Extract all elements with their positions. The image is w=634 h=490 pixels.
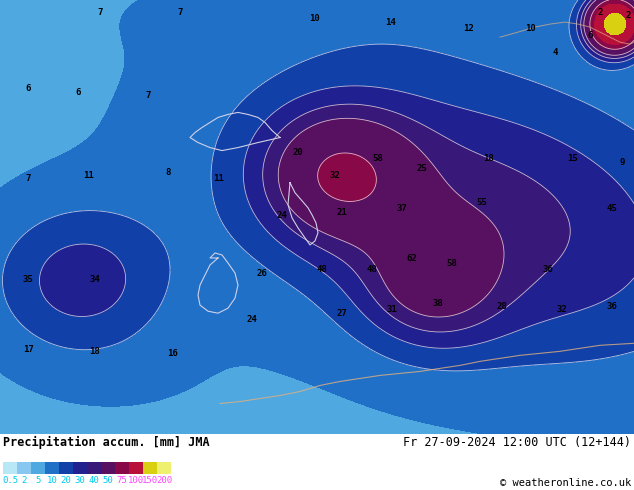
Bar: [17, 462, 31, 474]
Text: 17: 17: [23, 345, 34, 354]
Text: 32: 32: [330, 171, 340, 180]
Text: Fr 27-09-2024 12:00 UTC (12+144): Fr 27-09-2024 12:00 UTC (12+144): [403, 436, 631, 449]
Text: 16: 16: [167, 349, 178, 358]
Text: 45: 45: [607, 204, 618, 213]
Bar: [157, 462, 171, 474]
Text: 50: 50: [103, 476, 113, 485]
Text: 30: 30: [75, 476, 86, 485]
Text: 7: 7: [25, 174, 30, 183]
Text: 36: 36: [543, 265, 553, 273]
Text: 55: 55: [477, 198, 488, 207]
Text: 4: 4: [552, 48, 558, 57]
Text: 6: 6: [75, 88, 81, 97]
Text: 6: 6: [25, 84, 30, 93]
Text: © weatheronline.co.uk: © weatheronline.co.uk: [500, 478, 631, 488]
Text: 48: 48: [316, 265, 327, 273]
Text: 27: 27: [337, 309, 347, 318]
Text: 31: 31: [387, 305, 398, 314]
Text: 58: 58: [373, 154, 384, 163]
Text: 26: 26: [257, 269, 268, 277]
Bar: [129, 462, 143, 474]
Text: 7: 7: [97, 7, 103, 17]
Text: 0.5: 0.5: [2, 476, 18, 485]
Bar: [143, 462, 157, 474]
Text: 7: 7: [145, 91, 151, 100]
Text: Precipitation accum. [mm] JMA: Precipitation accum. [mm] JMA: [3, 436, 210, 449]
Bar: [45, 462, 59, 474]
Text: 48: 48: [366, 265, 377, 273]
Text: 18: 18: [482, 154, 493, 163]
Text: 9: 9: [619, 158, 624, 167]
Text: 14: 14: [385, 18, 396, 26]
Bar: [87, 462, 101, 474]
Text: 10: 10: [524, 24, 535, 33]
Text: 36: 36: [607, 302, 618, 311]
Text: 10: 10: [309, 14, 320, 23]
Text: 2: 2: [597, 7, 603, 17]
Text: 18: 18: [89, 347, 100, 356]
Text: 75: 75: [117, 476, 127, 485]
Text: 20: 20: [61, 476, 72, 485]
Bar: [59, 462, 73, 474]
Text: 2: 2: [625, 11, 631, 20]
Text: 62: 62: [406, 254, 417, 264]
Text: 21: 21: [337, 208, 347, 217]
Bar: [115, 462, 129, 474]
Text: 20: 20: [293, 148, 304, 157]
Bar: [101, 462, 115, 474]
Text: 25: 25: [417, 164, 427, 173]
Text: 28: 28: [496, 302, 507, 311]
Bar: [3, 462, 17, 474]
Text: 38: 38: [432, 298, 443, 308]
Text: 10: 10: [47, 476, 57, 485]
Text: 12: 12: [463, 24, 474, 33]
Text: 15: 15: [567, 154, 578, 163]
Text: 24: 24: [276, 211, 287, 220]
Text: 200: 200: [156, 476, 172, 485]
Text: 11: 11: [212, 174, 223, 183]
Text: 7: 7: [178, 7, 183, 17]
Text: 58: 58: [446, 259, 457, 268]
Text: 32: 32: [557, 305, 567, 314]
Text: 35: 35: [23, 274, 34, 284]
Text: 37: 37: [397, 204, 408, 213]
Text: 40: 40: [89, 476, 100, 485]
Bar: [73, 462, 87, 474]
Text: 6: 6: [587, 31, 593, 40]
Text: 34: 34: [89, 274, 100, 284]
Text: 100: 100: [128, 476, 144, 485]
Text: 24: 24: [247, 315, 257, 324]
Text: 11: 11: [82, 171, 93, 180]
Text: 2: 2: [22, 476, 27, 485]
Bar: [31, 462, 45, 474]
Text: 8: 8: [165, 168, 171, 177]
Text: 150: 150: [142, 476, 158, 485]
Text: 5: 5: [36, 476, 41, 485]
